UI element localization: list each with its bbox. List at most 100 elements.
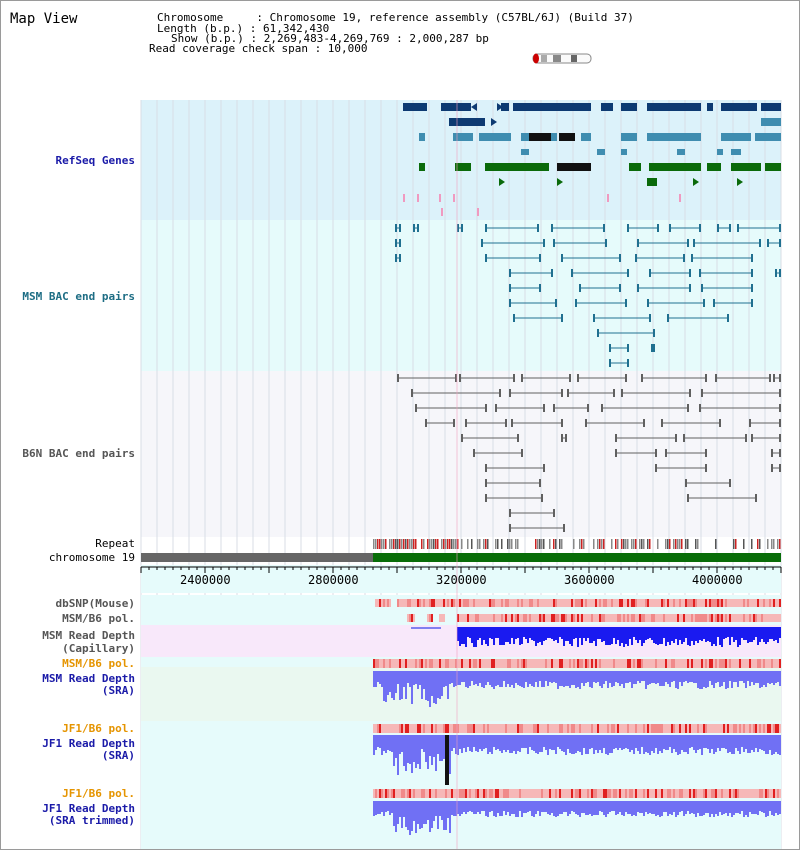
depth-bar [555, 801, 557, 817]
depth-bar [439, 801, 441, 816]
polymorphism-bin [703, 724, 705, 733]
polymorphism-bin [621, 789, 623, 798]
repeat-element [657, 539, 659, 549]
bac-pair-end [773, 374, 775, 382]
polymorphism-bin [625, 599, 627, 607]
polymorphism-bin [703, 614, 705, 622]
repeat-track[interactable] [373, 539, 781, 549]
depth-bar [677, 671, 679, 689]
polymorphism-bin [739, 724, 741, 733]
polymorphism-bin [373, 659, 375, 668]
track-label-msm-pol-1[interactable]: MSM/B6 pol. [5, 612, 135, 625]
polymorphism-bin [387, 724, 389, 733]
depth-bar [587, 735, 589, 754]
depth-bar [701, 627, 703, 641]
polymorphism-bin [715, 599, 717, 607]
depth-bar [465, 801, 467, 814]
track-label-dbsnp[interactable]: dbSNP(Mouse) [5, 597, 135, 610]
track-label-msm-depth-capillary[interactable]: MSM Read Depth [5, 629, 135, 642]
polymorphism-bin [547, 599, 549, 607]
depth-bar [485, 801, 487, 816]
bac-pair-end [561, 254, 563, 262]
depth-bar [729, 735, 731, 752]
depth-bar [417, 671, 419, 689]
depth-bar [705, 735, 707, 748]
chromosome-ideogram[interactable] [533, 54, 591, 64]
depth-bar [629, 801, 631, 814]
bac-pair-end [661, 419, 663, 427]
bac-pair-end [397, 374, 399, 382]
polymorphism-bin [375, 724, 377, 733]
depth-bar [415, 735, 417, 768]
depth-bar [515, 801, 517, 817]
depth-bar [579, 801, 581, 817]
repeat-element [733, 539, 735, 549]
bac-pair-end [745, 434, 747, 442]
polymorphism-bin [391, 789, 393, 798]
polymorphism-bin [715, 724, 717, 733]
polymorphism-bin [487, 659, 489, 668]
polymorphism-bin [653, 614, 655, 622]
polymorphism-bin [479, 789, 481, 798]
polymorphism-bin [775, 789, 777, 798]
depth-bar [545, 801, 547, 812]
polymorphism-bin [399, 789, 401, 798]
depth-bar [769, 671, 771, 684]
repeat-element [601, 539, 603, 549]
polymorphism-bin [619, 724, 621, 733]
bac-pair-end [537, 224, 539, 232]
repeat-element [375, 539, 377, 549]
depth-bar [669, 627, 671, 645]
polymorphism-bin [405, 659, 407, 668]
polymorphism-bin [591, 614, 593, 622]
polymorphism-bin [749, 789, 751, 798]
polymorphism-bin [703, 659, 705, 668]
depth-bar [629, 671, 631, 682]
polymorphism-bin [719, 789, 721, 798]
depth-bar [577, 627, 579, 647]
polymorphism-bin [711, 789, 713, 798]
polymorphism-bin [411, 789, 413, 798]
repeat-element [433, 539, 435, 549]
depth-bar [729, 627, 731, 645]
depth-bar [663, 671, 665, 686]
track-label-chromosome[interactable]: chromosome 19 [5, 551, 135, 564]
depth-bar [443, 735, 445, 759]
repeat-element [379, 539, 381, 549]
polymorphism-bin [627, 724, 629, 733]
bac-pair-end [627, 344, 629, 352]
polymorphism-bin [419, 724, 421, 733]
polymorphism-bin [733, 724, 735, 733]
polymorphism-bin [651, 724, 653, 733]
depth-bar [495, 735, 497, 750]
depth-bar [419, 735, 421, 769]
depth-bar [651, 735, 653, 751]
depth-bar [513, 627, 515, 644]
polymorphism-bin [569, 659, 571, 668]
polymorphism-bin [559, 724, 561, 733]
polymorphism-bin [697, 614, 699, 622]
repeat-element [389, 539, 391, 549]
polymorphism-bin [695, 614, 697, 622]
depth-bar [767, 735, 769, 754]
depth-bar [757, 627, 759, 645]
depth-bar [507, 735, 509, 750]
depth-bar [437, 801, 439, 829]
polymorphism-bin [385, 789, 387, 798]
depth-bar [509, 627, 511, 644]
polymorphism-bin [597, 789, 599, 798]
track-label-b6n-bac[interactable]: B6N BAC end pairs [5, 447, 135, 460]
track-label-refseq[interactable]: RefSeq Genes [21, 154, 135, 167]
track-label-msm-pol-2[interactable]: MSM/B6 pol. [5, 657, 135, 670]
repeat-element [603, 539, 605, 549]
depth-bar [709, 801, 711, 817]
track-label-msm-bac[interactable]: MSM BAC end pairs [5, 290, 135, 303]
lower-tracks[interactable] [141, 595, 781, 849]
polymorphism-bin [773, 614, 775, 622]
track-label-jf1-pol-1[interactable]: JF1/B6 pol. [5, 722, 135, 735]
track-label-repeat[interactable]: Repeat [5, 537, 135, 550]
depth-bar [429, 735, 431, 756]
polymorphism-bin [515, 789, 517, 798]
track-label-jf1-pol-2[interactable]: JF1/B6 pol. [5, 787, 135, 800]
bac-pair-end [767, 239, 769, 247]
